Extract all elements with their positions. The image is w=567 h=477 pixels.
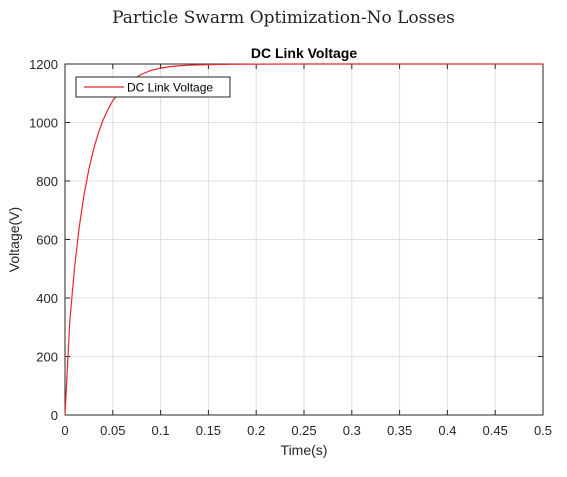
x-tick-label: 0.35 <box>387 423 412 438</box>
legend[interactable]: DC Link Voltage <box>75 76 231 98</box>
x-tick-label: 0.3 <box>343 423 361 438</box>
grid-lines <box>64 63 544 416</box>
series-line-dc-link-voltage <box>64 63 543 416</box>
y-tick-labels: 0 200 400 600 800 1000 1200 <box>29 57 58 423</box>
tick-marks <box>64 63 544 416</box>
x-tick-label: 0.2 <box>247 423 265 438</box>
y-axis-label: Voltage(V) <box>6 207 22 272</box>
x-tick-label: 0.05 <box>100 423 125 438</box>
y-tick-label: 600 <box>36 233 58 248</box>
x-axis-label: Time(s) <box>281 442 328 458</box>
x-tick-label: 0 <box>61 423 68 438</box>
x-tick-labels: 0 0.05 0.1 0.15 0.2 0.25 0.3 0.35 0.4 0.45 0.5 <box>61 423 552 438</box>
legend-box <box>75 76 231 98</box>
figure-title: Particle Swarm Optimization-No Losses <box>112 8 455 28</box>
y-tick-label: 1000 <box>29 116 58 131</box>
x-tick-label: 0.5 <box>534 423 552 438</box>
x-tick-label: 0.25 <box>291 423 316 438</box>
y-tick-label: 0 <box>51 408 58 423</box>
series-layer <box>64 63 543 416</box>
y-tick-label: 400 <box>36 291 58 306</box>
y-tick-label: 1200 <box>29 57 58 72</box>
y-tick-label: 800 <box>36 174 58 189</box>
x-tick-label: 0.1 <box>152 423 170 438</box>
legend-label-dc-link-voltage: DC Link Voltage <box>127 81 213 95</box>
plot-title: DC Link Voltage <box>251 45 358 61</box>
x-tick-label: 0.4 <box>438 423 456 438</box>
x-tick-label: 0.45 <box>483 423 508 438</box>
y-tick-label: 200 <box>36 350 58 365</box>
x-tick-label: 0.15 <box>196 423 221 438</box>
